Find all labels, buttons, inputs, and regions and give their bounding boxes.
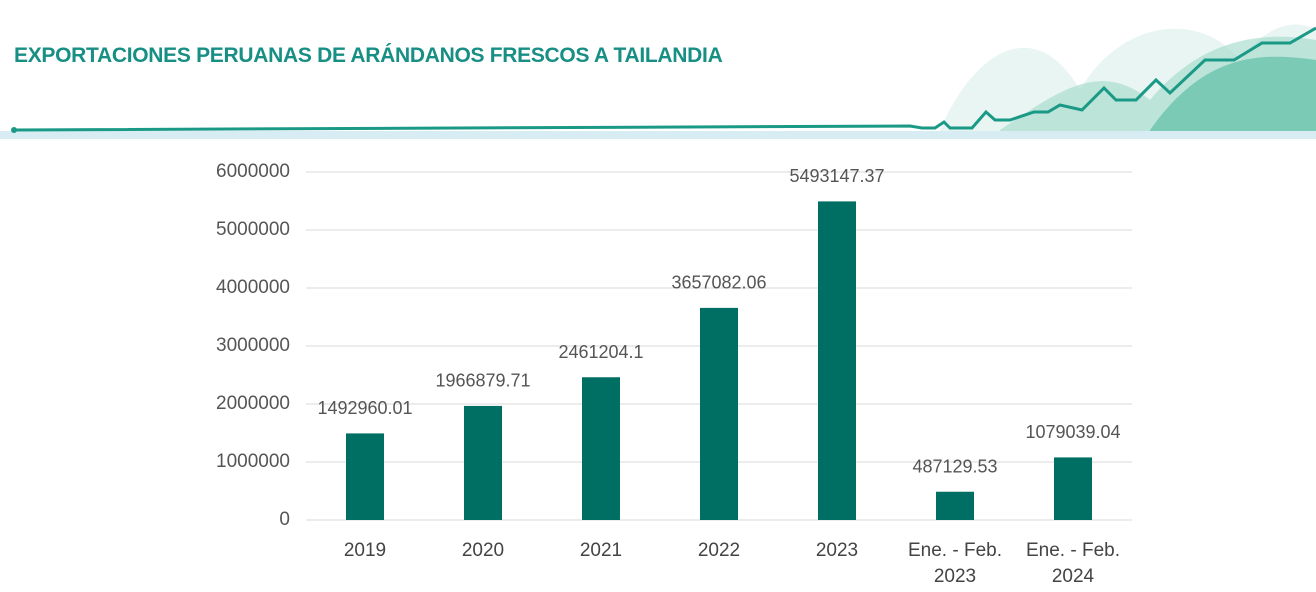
data-label: 1079039.04 bbox=[1025, 422, 1120, 442]
y-tick-label: 4000000 bbox=[216, 277, 290, 298]
bar bbox=[582, 377, 620, 520]
data-label: 1966879.71 bbox=[435, 371, 530, 391]
x-tick-label: 2019 bbox=[309, 538, 421, 564]
x-tick-label: 2023 bbox=[781, 538, 893, 564]
data-label: 487129.53 bbox=[912, 456, 997, 476]
data-label: 1492960.01 bbox=[317, 398, 412, 418]
x-tick-label: 2020 bbox=[427, 538, 539, 564]
x-tick-label: 2022 bbox=[663, 538, 775, 564]
y-tick-label: 1000000 bbox=[216, 451, 290, 472]
bar bbox=[1054, 457, 1092, 520]
y-tick-label: 0 bbox=[279, 509, 290, 530]
x-tick-label: 2021 bbox=[545, 538, 657, 564]
bar bbox=[700, 308, 738, 520]
page: {"chart_data": {"type": "bar", "title": … bbox=[0, 0, 1316, 592]
bar bbox=[936, 492, 974, 520]
bar bbox=[818, 201, 856, 520]
data-label: 2461204.1 bbox=[558, 342, 643, 362]
y-tick-label: 6000000 bbox=[216, 161, 290, 182]
chart-title: EXPORTACIONES PERUANAS DE ARÁNDANOS FRES… bbox=[14, 44, 722, 68]
bar bbox=[464, 406, 502, 520]
y-tick-label: 2000000 bbox=[216, 393, 290, 414]
x-tick-label: Ene. - Feb. 2023 bbox=[899, 538, 1011, 590]
y-tick-label: 3000000 bbox=[216, 335, 290, 356]
decor-dot bbox=[11, 127, 17, 133]
x-tick-label: Ene. - Feb. 2024 bbox=[1017, 538, 1129, 590]
y-tick-label: 5000000 bbox=[216, 219, 290, 240]
data-label: 3657082.06 bbox=[671, 273, 766, 293]
header-decoration bbox=[0, 24, 1316, 139]
data-label: 5493147.37 bbox=[789, 166, 884, 186]
decor-band bbox=[0, 131, 1316, 139]
chart: 0 1000000 2000000 3000000 4000000 5000000 6000… bbox=[0, 0, 1316, 592]
bar bbox=[346, 433, 384, 520]
